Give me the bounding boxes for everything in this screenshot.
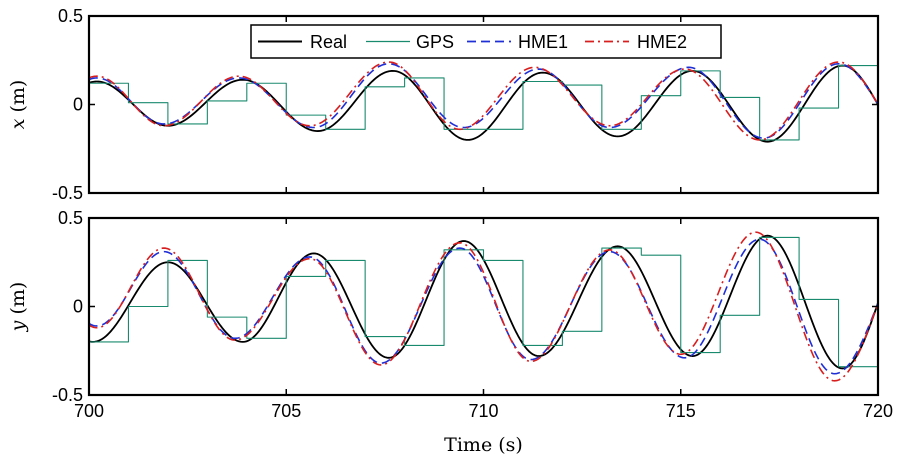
y-tick-label: 0: [73, 297, 83, 317]
plot-area: [89, 231, 878, 382]
y-axis-unit: (m): [7, 282, 29, 321]
plot-area: [89, 61, 878, 143]
y-axis-unit: (m): [7, 80, 29, 119]
x-axis-label: Time (s): [444, 434, 523, 456]
series-line-gps: [89, 65, 878, 141]
series-line-hme1: [89, 238, 878, 375]
x-tick-label: 715: [666, 401, 696, 421]
x-tick-label: 720: [863, 401, 893, 421]
y-position-panel: 700 705 710 715 720 -0.5 0 0.5 y (m) Time (s): [7, 208, 893, 456]
y-axis-variable: y: [7, 320, 29, 332]
legend-label-hme1: HME1: [518, 32, 568, 52]
series-line-hme1: [89, 62, 878, 139]
y-axis-variable: x: [7, 118, 29, 129]
x-tick-label: 710: [468, 401, 498, 421]
series-line-gps: [89, 236, 878, 368]
series-line-hme2: [89, 61, 878, 141]
y-tick-label: 0.5: [58, 208, 83, 228]
y-tick-label: 0.5: [58, 6, 83, 26]
legend: Real GPS HME1 HME2: [250, 24, 722, 59]
y-tick-label: -0.5: [52, 385, 83, 405]
legend-label-gps: GPS: [416, 32, 454, 52]
y-axis-label: y (m): [7, 282, 29, 333]
y-tick-label: 0: [73, 95, 83, 115]
x-tick-label: 705: [271, 401, 301, 421]
x-tick-label: 700: [74, 401, 104, 421]
legend-label-hme2: HME2: [637, 32, 687, 52]
legend-label-real: Real: [310, 32, 347, 52]
y-axis-label: x (m): [7, 80, 29, 130]
y-tick-label: -0.5: [52, 183, 83, 203]
series-line-hme2: [89, 231, 878, 382]
x-position-panel: -0.5 0 0.5 x (m) Real GPS HME1 HME2: [7, 6, 880, 203]
